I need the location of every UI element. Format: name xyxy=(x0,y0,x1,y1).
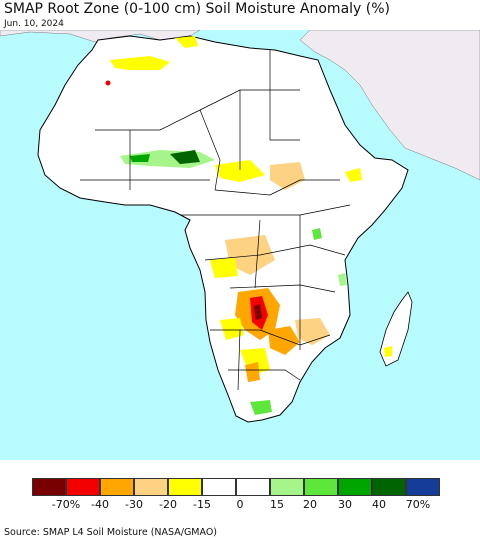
legend-tick: 70% xyxy=(405,498,431,511)
legend-tick: -15 xyxy=(193,498,211,511)
legend-swatch-2 xyxy=(66,478,100,496)
legend-swatch-11 xyxy=(372,478,406,496)
legend-tick: 0 xyxy=(236,498,244,511)
arabia-land xyxy=(299,30,480,181)
legend-tick: -70% xyxy=(51,498,81,511)
legend-tick: 20 xyxy=(303,498,317,511)
legend-swatch-1 xyxy=(32,478,66,496)
map-title: SMAP Root Zone (0-100 cm) Soil Moisture … xyxy=(4,1,391,17)
legend-tick: -30 xyxy=(125,498,143,511)
legend-tick: 30 xyxy=(338,498,352,511)
source-credit: Source: SMAP L4 Soil Moisture (NASA/GMAO… xyxy=(4,527,218,538)
map-date: Jun. 10, 2024 xyxy=(4,19,64,29)
legend-tick: -20 xyxy=(159,498,177,511)
legend-swatch-6 xyxy=(202,478,236,496)
legend-swatch-7 xyxy=(236,478,270,496)
legend-swatch-5 xyxy=(168,478,202,496)
legend-swatch-3 xyxy=(100,478,134,496)
legend-swatch-10 xyxy=(338,478,372,496)
legend-swatch-8 xyxy=(270,478,304,496)
legend-tick: 15 xyxy=(270,498,284,511)
legend-swatch-4 xyxy=(134,478,168,496)
legend-swatch-9 xyxy=(304,478,338,496)
legend-tick: -40 xyxy=(91,498,109,511)
soil-moisture-map xyxy=(0,30,480,460)
color-legend: -70% -40 -30 -20 -15 0 15 20 30 40 70% xyxy=(0,475,480,515)
legend-tick: 40 xyxy=(372,498,386,511)
country-borders xyxy=(80,50,351,391)
legend-swatch-12 xyxy=(406,478,440,496)
anomaly-patches xyxy=(105,36,392,415)
